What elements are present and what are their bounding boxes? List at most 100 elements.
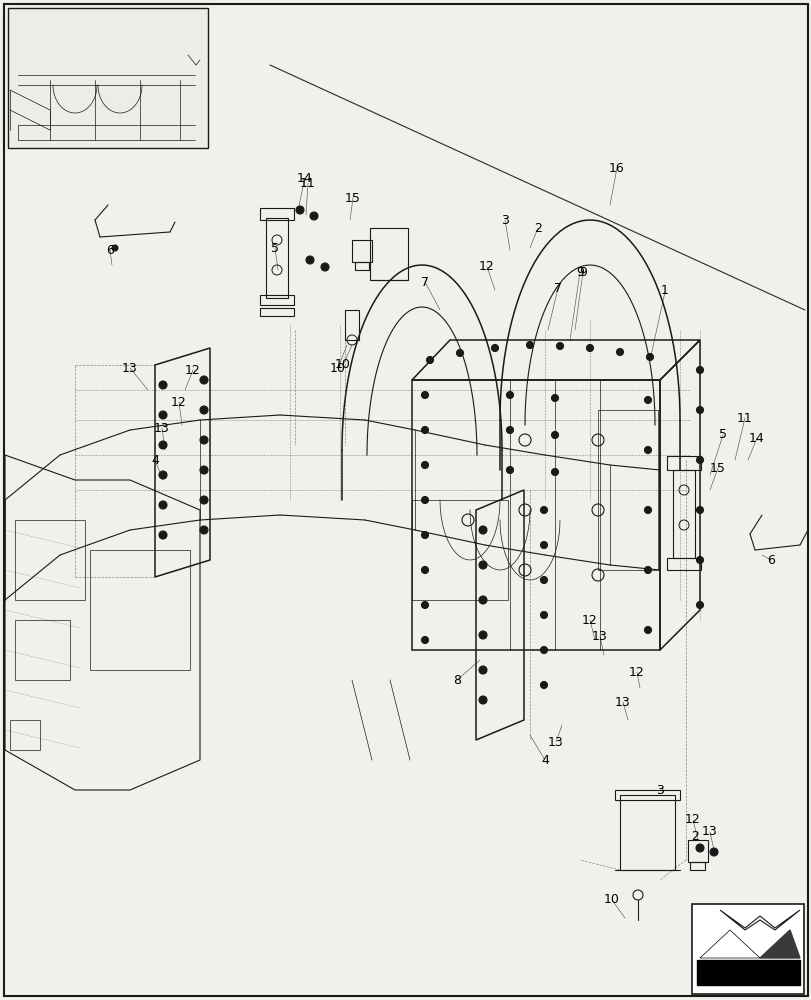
Bar xyxy=(260,208,294,220)
Circle shape xyxy=(551,432,558,438)
Circle shape xyxy=(320,263,328,271)
Circle shape xyxy=(696,506,702,514)
Circle shape xyxy=(159,381,167,389)
Circle shape xyxy=(540,611,547,618)
Bar xyxy=(266,218,288,298)
Circle shape xyxy=(306,256,314,264)
Circle shape xyxy=(540,576,547,584)
Circle shape xyxy=(506,391,513,398)
Polygon shape xyxy=(719,910,799,930)
Text: 6: 6 xyxy=(106,243,114,256)
Text: 12: 12 xyxy=(478,260,494,273)
Circle shape xyxy=(421,601,428,608)
Bar xyxy=(597,410,657,570)
Circle shape xyxy=(540,506,547,514)
Bar xyxy=(15,520,85,600)
Text: 9: 9 xyxy=(575,265,583,278)
Text: 13: 13 xyxy=(122,361,138,374)
Circle shape xyxy=(709,848,717,856)
Circle shape xyxy=(159,411,167,419)
Circle shape xyxy=(478,696,487,704)
Circle shape xyxy=(696,601,702,608)
Circle shape xyxy=(200,406,208,414)
Text: 6: 6 xyxy=(766,554,774,566)
Text: 12: 12 xyxy=(581,613,597,626)
Text: 13: 13 xyxy=(591,630,607,642)
Text: 5: 5 xyxy=(718,428,726,442)
Text: 7: 7 xyxy=(553,282,561,294)
Circle shape xyxy=(421,391,428,398)
Text: 10: 10 xyxy=(603,894,619,906)
Circle shape xyxy=(478,526,487,534)
Circle shape xyxy=(478,666,487,674)
Bar xyxy=(8,8,208,148)
Circle shape xyxy=(616,349,623,356)
Circle shape xyxy=(540,542,547,548)
Bar xyxy=(260,295,294,305)
Bar xyxy=(672,470,694,558)
Bar xyxy=(90,550,190,670)
Text: 3: 3 xyxy=(655,784,663,796)
Circle shape xyxy=(310,212,318,220)
Text: 15: 15 xyxy=(345,192,361,205)
Circle shape xyxy=(478,561,487,569)
Bar xyxy=(666,456,700,470)
Circle shape xyxy=(478,631,487,639)
Bar xyxy=(666,558,700,570)
Circle shape xyxy=(200,376,208,384)
Circle shape xyxy=(586,344,593,352)
Circle shape xyxy=(506,466,513,474)
Bar xyxy=(260,308,294,316)
Text: 10: 10 xyxy=(329,361,345,374)
Text: 10: 10 xyxy=(335,359,350,371)
Circle shape xyxy=(644,446,650,454)
Text: 16: 16 xyxy=(608,162,624,175)
Circle shape xyxy=(556,342,563,350)
Circle shape xyxy=(644,506,650,514)
Text: 3: 3 xyxy=(500,214,508,227)
Circle shape xyxy=(159,471,167,479)
Polygon shape xyxy=(759,930,799,958)
Polygon shape xyxy=(699,930,759,958)
Circle shape xyxy=(159,531,167,539)
Circle shape xyxy=(540,682,547,688)
Polygon shape xyxy=(696,960,799,985)
Text: 13: 13 xyxy=(702,825,717,838)
Circle shape xyxy=(540,646,547,654)
Bar xyxy=(15,620,70,680)
Circle shape xyxy=(506,426,513,434)
Text: 15: 15 xyxy=(709,462,725,475)
Circle shape xyxy=(551,468,558,476)
Text: 1: 1 xyxy=(660,284,668,296)
Text: 14: 14 xyxy=(749,432,764,444)
Text: 4: 4 xyxy=(151,454,159,466)
Bar xyxy=(687,840,707,862)
Bar xyxy=(411,500,508,600)
Circle shape xyxy=(695,844,703,852)
Bar xyxy=(614,790,679,800)
Circle shape xyxy=(696,456,702,464)
Circle shape xyxy=(491,344,498,352)
Text: 5: 5 xyxy=(271,241,279,254)
Circle shape xyxy=(421,532,428,538)
Circle shape xyxy=(478,596,487,604)
Text: 13: 13 xyxy=(154,422,169,434)
Text: 14: 14 xyxy=(297,172,312,185)
Circle shape xyxy=(426,357,433,363)
Circle shape xyxy=(644,566,650,574)
Text: 7: 7 xyxy=(420,275,428,288)
Circle shape xyxy=(159,501,167,509)
Circle shape xyxy=(696,406,702,414)
Text: 2: 2 xyxy=(534,222,541,235)
Text: 2: 2 xyxy=(690,830,698,843)
Circle shape xyxy=(644,626,650,634)
Circle shape xyxy=(421,636,428,644)
Circle shape xyxy=(551,394,558,401)
Text: 13: 13 xyxy=(547,735,563,748)
Circle shape xyxy=(696,366,702,373)
Circle shape xyxy=(526,342,533,349)
Bar xyxy=(691,904,803,994)
Text: 9: 9 xyxy=(578,265,586,278)
Circle shape xyxy=(421,496,428,504)
Bar xyxy=(620,795,674,870)
